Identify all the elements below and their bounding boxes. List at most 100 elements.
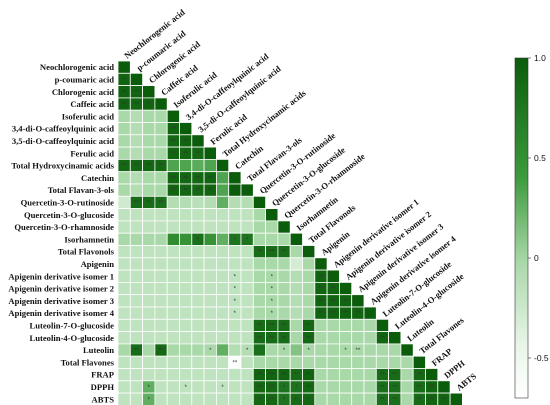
significance-mark: ** <box>380 373 385 379</box>
row-label: DPPH <box>91 382 115 392</box>
heatmap-cell <box>154 183 168 197</box>
heatmap-cell <box>179 122 193 136</box>
significance-mark: * <box>271 299 274 305</box>
heatmap-cell <box>326 331 340 345</box>
heatmap-cell <box>228 392 242 405</box>
heatmap-cell <box>228 208 242 222</box>
heatmap-cell <box>129 281 144 296</box>
significance-mark: ** <box>122 90 127 96</box>
significance-mark: * <box>148 385 151 391</box>
heatmap-cell <box>142 257 156 271</box>
heatmap-cell <box>240 208 254 222</box>
heatmap-cell <box>191 269 205 283</box>
heatmap-cell <box>228 257 242 271</box>
heatmap-cell <box>154 306 168 320</box>
heatmap-cell <box>117 368 131 382</box>
heatmap-cell <box>191 306 205 320</box>
heatmap-cells: **** **** ** ****** **** ** **** ** ** **** ** ** **… <box>117 60 463 405</box>
heatmap-cell <box>154 146 168 160</box>
significance-mark: ** <box>282 250 287 256</box>
significance-mark: * <box>283 385 286 391</box>
heatmap-cell <box>117 195 131 210</box>
significance-mark: ** <box>171 176 176 182</box>
heatmap-cell <box>166 294 180 308</box>
row-label: FRAP <box>91 370 114 380</box>
significance-mark: ** <box>331 287 336 293</box>
heatmap-cell <box>449 392 463 405</box>
heatmap-cell <box>117 208 131 222</box>
heatmap-cell <box>203 368 217 382</box>
significance-mark: ** <box>306 336 311 342</box>
heatmap-cell <box>252 343 267 357</box>
heatmap-cell <box>375 343 389 357</box>
heatmap-cell <box>203 281 217 296</box>
heatmap-cell <box>154 97 168 111</box>
row-label: ABTS <box>92 394 115 404</box>
heatmap-cell <box>265 232 279 246</box>
heatmap-cell <box>240 195 254 210</box>
heatmap-cell <box>351 380 365 394</box>
heatmap-cell <box>363 368 377 382</box>
heatmap-cell <box>129 368 144 382</box>
row-label: Luteolin-4-O-glucoside <box>29 333 114 343</box>
heatmap-cell <box>179 392 193 405</box>
heatmap-cell <box>129 183 144 197</box>
heatmap-cell <box>289 245 303 259</box>
row-label: Chlorogenic acid <box>52 87 114 97</box>
heatmap-cell <box>191 294 205 308</box>
heatmap-cell <box>117 245 131 259</box>
row-label: Total Flavan-3-ols <box>48 185 115 195</box>
heatmap-cell <box>191 158 205 173</box>
heatmap-cell <box>400 355 414 369</box>
significance-mark: * <box>209 348 212 354</box>
heatmap-cell <box>277 306 291 320</box>
heatmap-cell <box>265 208 279 222</box>
heatmap-cell <box>203 318 217 332</box>
heatmap-cell <box>363 318 377 332</box>
heatmap-cell <box>388 331 402 345</box>
heatmap-cell <box>154 208 168 222</box>
heatmap-cell <box>191 134 205 148</box>
heatmap-cell <box>363 331 377 345</box>
heatmap-cell <box>203 392 217 405</box>
row-label: 3,5-di-O-caffeoylquinic acid <box>12 136 114 146</box>
heatmap-cell <box>117 331 131 345</box>
heatmap-cell <box>191 318 205 332</box>
heatmap-cell <box>338 281 353 296</box>
heatmap-cell <box>142 208 156 222</box>
significance-mark: * <box>283 397 286 403</box>
heatmap-cell <box>129 171 144 185</box>
significance-mark: * <box>246 348 249 354</box>
heatmap-cell <box>338 331 353 345</box>
heatmap-cell <box>203 355 217 369</box>
heatmap-cell <box>215 220 230 234</box>
significance-mark: ** <box>159 348 164 354</box>
heatmap-cell <box>215 183 230 197</box>
colorbar: 1.0 0.5 0 -0.5 <box>514 53 549 399</box>
significance-mark: ** <box>146 200 151 206</box>
heatmap-cell <box>240 269 254 283</box>
heatmap-cell <box>215 318 230 332</box>
significance-mark: * <box>234 311 237 317</box>
heatmap-cell <box>289 269 303 283</box>
heatmap-cell <box>142 146 156 160</box>
heatmap-cell <box>277 294 291 308</box>
heatmap-cell <box>166 269 180 283</box>
heatmap-cell <box>228 380 242 394</box>
heatmap-cell <box>154 232 168 246</box>
heatmap-cell <box>338 392 353 405</box>
heatmap-cell <box>166 306 180 320</box>
significance-mark: ** <box>343 311 348 317</box>
heatmap-cell <box>215 392 230 405</box>
heatmap-cell <box>228 171 242 185</box>
heatmap-cell <box>179 232 193 246</box>
heatmap-cell <box>338 355 353 369</box>
significance-mark: * <box>271 287 274 293</box>
heatmap-cell <box>166 208 180 222</box>
heatmap-cell <box>240 257 254 271</box>
heatmap-cell <box>154 318 168 332</box>
significance-mark: ** <box>343 299 348 305</box>
heatmap-cell <box>154 392 168 405</box>
colorbar-gradient <box>514 57 529 399</box>
heatmap-cell <box>129 245 144 259</box>
